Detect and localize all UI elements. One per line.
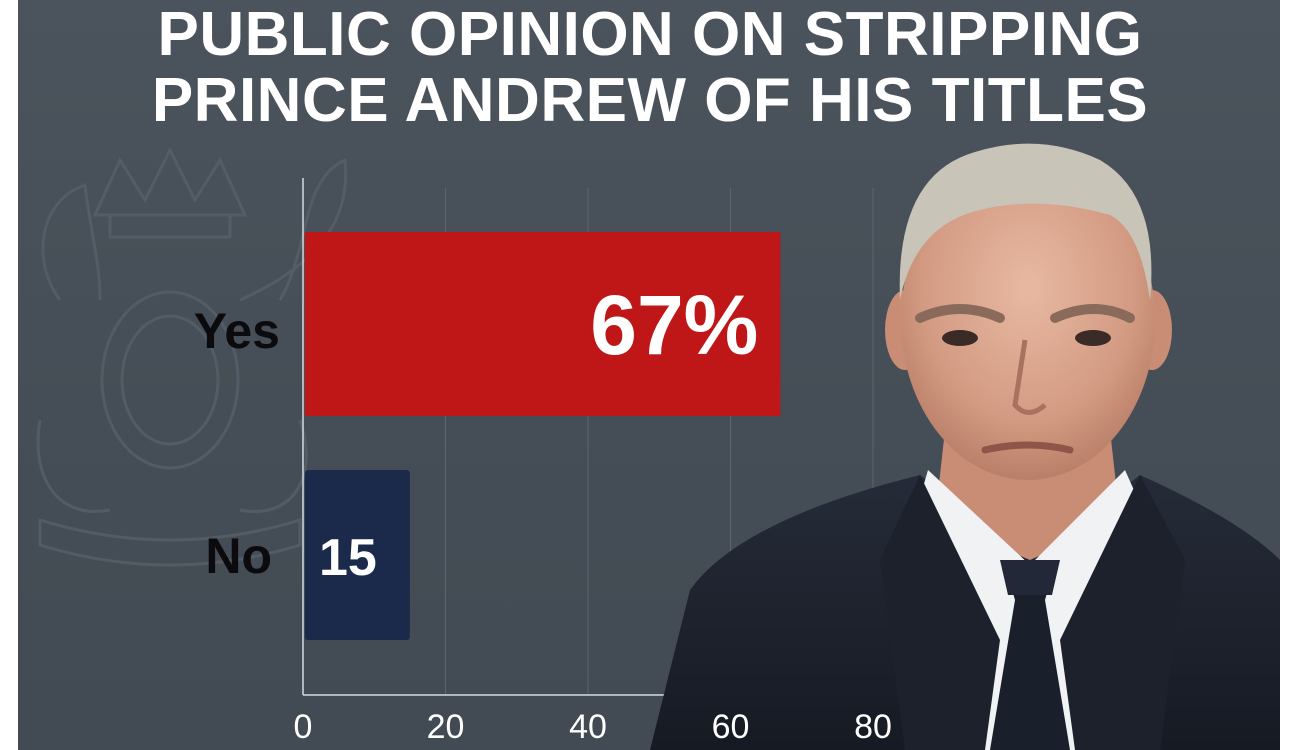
x-tick-label-20: 20 — [426, 708, 465, 746]
chart-title: PUBLIC OPINION ON STRIPPING PRINCE ANDRE… — [0, 2, 1300, 134]
value-label-no: 15 — [319, 529, 377, 587]
value-label-yes: 67% — [590, 278, 758, 372]
category-label-yes: Yes — [193, 303, 280, 359]
chart-title-line-2: PRINCE ANDREW OF HIS TITLES — [151, 66, 1149, 135]
chart-title-line-1: PUBLIC OPINION ON STRIPPING — [157, 0, 1143, 69]
bar-no — [305, 470, 410, 640]
x-tick-label-40: 40 — [569, 708, 607, 746]
x-tick-label-60: 60 — [711, 708, 750, 746]
bar-yes — [305, 232, 781, 416]
x-tick-label-0: 0 — [293, 708, 313, 746]
bars — [305, 232, 781, 640]
category-label-no: No — [205, 528, 272, 584]
x-tick-label-80: 80 — [854, 708, 892, 746]
value-labels: 67% 15 — [319, 278, 758, 587]
